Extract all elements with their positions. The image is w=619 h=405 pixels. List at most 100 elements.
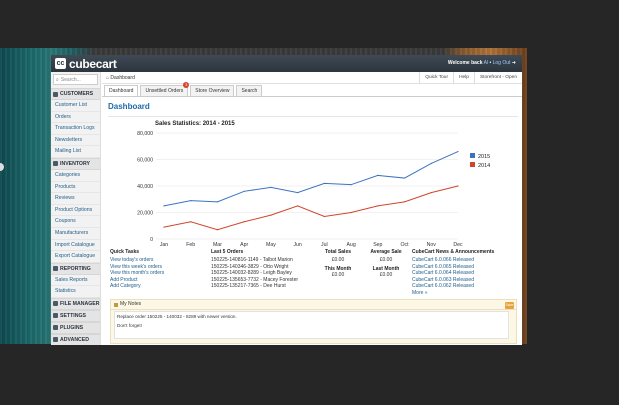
quick-task-link[interactable]: View this month's orders	[110, 270, 165, 277]
sidebar-item-newsletters[interactable]: Newsletters	[51, 135, 100, 147]
quick-task-link[interactable]: View this week's orders	[110, 263, 162, 270]
sidebar-item-products[interactable]: Products	[51, 182, 100, 194]
quick-task-link[interactable]: Add Product	[110, 276, 138, 283]
breadcrumb-bar: ⌂ Dashboard Quick Tour Help Storefront -…	[102, 72, 522, 84]
home-icon[interactable]: ⌂	[106, 75, 110, 81]
chart-title: Sales Statistics: 2014 - 2015	[155, 121, 235, 127]
sidebar-item-sales-reports[interactable]: Sales Reports	[51, 275, 100, 287]
news-link[interactable]: CubeCart 6.0.064 Released	[412, 270, 474, 277]
order-customer-name: Dee Hurst	[263, 283, 286, 290]
total-sales-block: Total Sales £0.00 This Month £0.00	[322, 249, 354, 278]
data-point-2015	[243, 190, 245, 192]
order-id-link[interactable]: 150225-140346-3829	[211, 263, 259, 270]
news-link[interactable]: CubeCart 6.0.062 Released	[412, 283, 474, 290]
username-link[interactable]: Al	[483, 60, 489, 66]
sidebar-section-inventory[interactable]: Inventory	[51, 157, 100, 170]
order-row: 150225-140346-3829 - Otto Wright	[211, 263, 289, 270]
order-id-link[interactable]: 150225-140816-1149	[211, 257, 259, 263]
sidebar-item-coupons[interactable]: Coupons	[51, 216, 100, 228]
sidebar-section-advanced[interactable]: Advanced	[51, 333, 100, 345]
series-line-2014	[163, 185, 459, 231]
order-row: 150225-140816-1149 - Talbot Marion	[211, 257, 293, 263]
news-link[interactable]: CubeCart 6.0.065 Released	[412, 263, 474, 270]
logout-icon[interactable]: ➜	[511, 60, 516, 66]
quick-tasks-title: Quick Tasks	[110, 249, 140, 255]
notes-title: My Notes	[120, 301, 142, 307]
news-more-link[interactable]: More »	[412, 289, 428, 296]
order-row: 150225-135217-7365 - Dee Hurst	[211, 283, 286, 290]
sidebar-section-plugins[interactable]: Plugins	[51, 321, 100, 334]
news-link[interactable]: CubeCart 6.0.066 Released	[412, 257, 474, 263]
sidebar-item-mailing-list[interactable]: Mailing List	[51, 146, 100, 158]
x-tick-label: Apr	[240, 242, 248, 248]
x-tick-label: Oct	[401, 242, 410, 248]
x-tick-label: Dec	[453, 242, 463, 248]
sidebar-section-file-manager[interactable]: File Manager	[51, 297, 100, 310]
tab-dashboard[interactable]: Dashboard	[104, 85, 139, 96]
sidebar-item-categories[interactable]: Categories	[51, 170, 100, 182]
y-tick-label: 40,000	[137, 184, 153, 190]
order-id-link[interactable]: 150225-140032-8289	[211, 270, 259, 277]
logout-link[interactable]: Log Out	[492, 60, 511, 66]
sidebar-section-label: File Manager	[60, 300, 100, 307]
breadcrumb-item[interactable]: Dashboard	[110, 75, 135, 81]
search-icon: ⌕	[56, 76, 59, 83]
data-point-2015	[350, 184, 352, 186]
data-point-2014	[190, 221, 192, 223]
sales-chart: Sales Statistics: 2014 - 2015 0 20,000 40,0…	[108, 116, 518, 257]
sidebar-section-customers[interactable]: Customers	[51, 88, 100, 100]
sidebar-item-orders[interactable]: Orders	[51, 112, 100, 124]
y-tick-label: 80,000	[137, 131, 153, 137]
series-line-2015	[163, 151, 459, 207]
sales-chart-svg: Sales Statistics: 2014 - 2015 0 20,000 40,0…	[137, 121, 490, 248]
order-customer-name: Talbot Marion	[262, 257, 293, 263]
tab-search[interactable]: Search	[236, 85, 263, 96]
sidebar-section-reporting[interactable]: Reporting	[51, 262, 100, 275]
quick-tour-link[interactable]: Quick Tour	[419, 72, 453, 83]
data-point-2014	[323, 215, 325, 218]
sidebar-item-transaction-logs[interactable]: Transaction Logs	[51, 123, 100, 135]
notes-textarea[interactable]: Replace order 150225 - 140032 - 8289 wit…	[114, 311, 509, 339]
data-point-2014	[163, 226, 165, 228]
sidebar-section-settings[interactable]: Settings	[51, 309, 100, 322]
last-month-label: Last Month	[372, 265, 400, 272]
sidebar-item-import-catalogue[interactable]: Import Catalogue	[51, 240, 100, 252]
order-customer-name: Leigh Bayley	[263, 270, 292, 277]
sidebar-section-label: Reporting	[60, 265, 91, 272]
sidebar-item-manufacturers[interactable]: Manufacturers	[51, 228, 100, 240]
news-link[interactable]: CubeCart 6.0.063 Released	[412, 276, 474, 283]
data-point-2014	[270, 214, 272, 216]
search-input[interactable]: ⌕ Search...	[53, 74, 98, 85]
quick-task-link[interactable]: Add Category	[110, 283, 141, 290]
quick-task-link[interactable]: View today's orders	[110, 257, 154, 263]
top-links: Quick Tour Help Storefront - Open	[419, 72, 522, 83]
notes-save-button[interactable]: Save	[505, 302, 514, 309]
y-tick-label: 60,000	[137, 158, 153, 164]
x-tick-label: May	[266, 242, 276, 248]
average-sale-label: Average Sale	[370, 249, 402, 255]
tab-label: Unsettled Orders	[145, 88, 184, 94]
x-tick-label: Mar	[213, 242, 222, 248]
tab-unsettled-orders[interactable]: Unsettled Orders 3	[140, 82, 190, 96]
sidebar-item-statistics[interactable]: Statistics	[51, 286, 100, 298]
sidebar: ⌕ Search... Customers Customer List Orders…	[51, 72, 101, 345]
help-link[interactable]: Help	[453, 72, 474, 83]
data-point-2015	[190, 199, 192, 202]
search-placeholder: Search...	[60, 76, 81, 83]
tab-divider	[102, 96, 522, 97]
sidebar-item-customer-list[interactable]: Customer List	[51, 100, 100, 112]
logo[interactable]: cc cubecart	[55, 57, 117, 71]
x-tick-label: Sep	[373, 242, 382, 248]
storefront-link[interactable]: Storefront - Open	[473, 72, 522, 83]
admin-window: cc cubecart Welcome back Al • Log Out ➜ …	[51, 55, 522, 345]
tab-store-overview[interactable]: Store Overview	[190, 85, 235, 96]
order-id-link[interactable]: 150225-135217-7365	[211, 283, 259, 290]
total-sales-value: £0.00	[331, 257, 345, 263]
order-id-link[interactable]: 150225-135653-7732	[211, 276, 259, 283]
sidebar-item-product-options[interactable]: Product Options	[51, 205, 100, 217]
breadcrumb: ⌂ Dashboard	[106, 75, 135, 81]
sidebar-item-reviews[interactable]: Reviews	[51, 193, 100, 205]
y-tick-label: 0	[150, 237, 153, 243]
data-point-2015	[323, 182, 325, 184]
sidebar-item-export-catalogue[interactable]: Export Catalogue	[51, 251, 100, 263]
